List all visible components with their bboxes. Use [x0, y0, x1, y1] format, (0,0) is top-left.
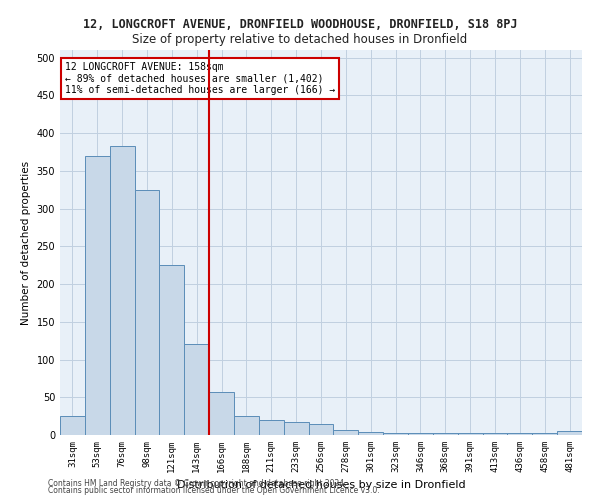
Bar: [482, 434, 508, 435]
Bar: [308, 424, 334, 435]
Bar: [334, 430, 358, 435]
Bar: [408, 434, 433, 435]
Bar: [160, 265, 184, 435]
Bar: [85, 156, 110, 435]
Bar: [259, 420, 284, 435]
Text: Size of property relative to detached houses in Dronfield: Size of property relative to detached ho…: [133, 32, 467, 46]
Bar: [234, 416, 259, 435]
Bar: [532, 434, 557, 435]
Bar: [458, 434, 482, 435]
Text: Contains public sector information licensed under the Open Government Licence v3: Contains public sector information licen…: [48, 486, 380, 495]
Bar: [209, 392, 234, 435]
Bar: [134, 190, 160, 435]
Y-axis label: Number of detached properties: Number of detached properties: [21, 160, 31, 324]
Text: 12, LONGCROFT AVENUE, DRONFIELD WOODHOUSE, DRONFIELD, S18 8PJ: 12, LONGCROFT AVENUE, DRONFIELD WOODHOUS…: [83, 18, 517, 30]
Bar: [284, 422, 308, 435]
Bar: [433, 434, 458, 435]
Bar: [184, 344, 209, 435]
Text: Contains HM Land Registry data © Crown copyright and database right 2024.: Contains HM Land Registry data © Crown c…: [48, 478, 347, 488]
Bar: [60, 416, 85, 435]
Bar: [557, 431, 582, 435]
Bar: [110, 146, 134, 435]
Text: 12 LONGCROFT AVENUE: 158sqm
← 89% of detached houses are smaller (1,402)
11% of : 12 LONGCROFT AVENUE: 158sqm ← 89% of det…: [65, 62, 335, 95]
Bar: [508, 434, 532, 435]
X-axis label: Distribution of detached houses by size in Dronfield: Distribution of detached houses by size …: [176, 480, 466, 490]
Bar: [358, 432, 383, 435]
Bar: [383, 434, 408, 435]
